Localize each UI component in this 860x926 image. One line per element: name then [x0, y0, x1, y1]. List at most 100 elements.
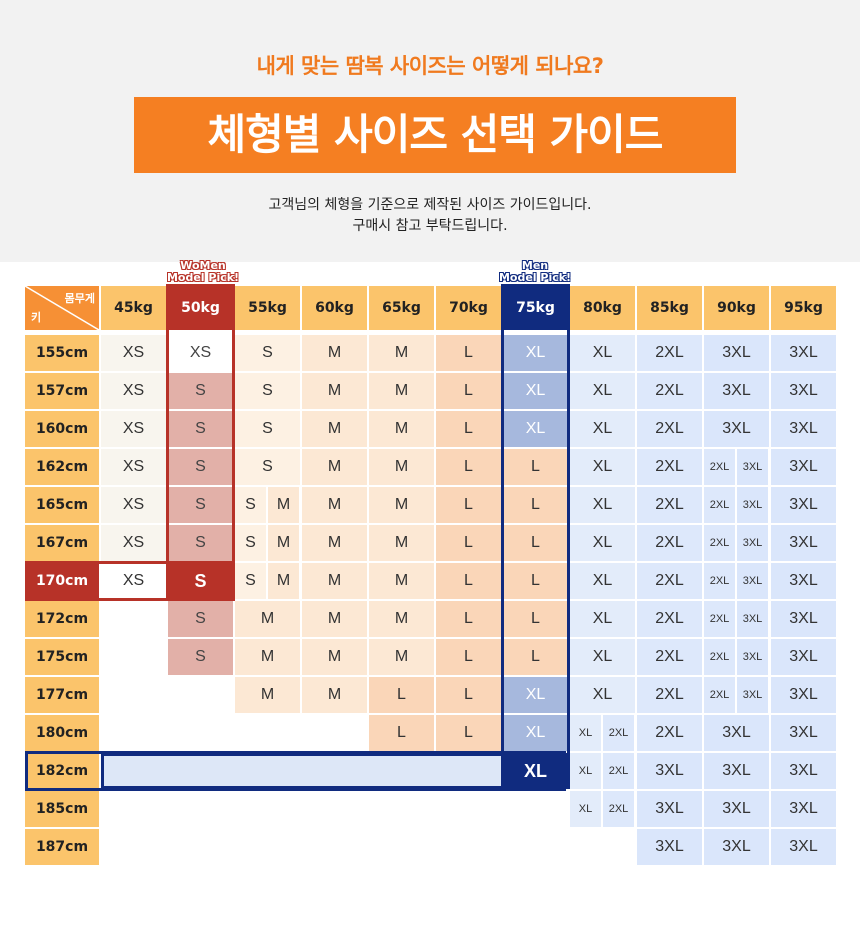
size-cell: L	[369, 677, 434, 713]
size-cell: S	[168, 601, 233, 637]
size-cell-split: 2XL	[704, 677, 735, 713]
height-row-header: 165cm	[25, 487, 99, 523]
size-cell-split: S	[235, 525, 266, 561]
size-cell-split: 2XL	[704, 487, 735, 523]
size-cell: 3XL	[704, 715, 769, 751]
size-cell: 2XL	[637, 525, 702, 561]
size-cell: L	[503, 487, 568, 523]
size-cell: XL	[570, 677, 635, 713]
size-cell: L	[436, 601, 501, 637]
size-cell: S	[168, 411, 233, 447]
size-cell: 3XL	[637, 829, 702, 865]
size-cell: M	[302, 677, 367, 713]
size-cell: XL	[503, 715, 568, 751]
size-cell: 3XL	[771, 525, 836, 561]
weight-header-1: 50kg	[168, 286, 233, 330]
size-cell: M	[302, 601, 367, 637]
size-cell: 3XL	[771, 715, 836, 751]
size-cell: 2XL	[637, 601, 702, 637]
size-cell-split: 3XL	[737, 601, 768, 637]
size-cell: S	[168, 525, 233, 561]
title-banner: 체형별 사이즈 선택 가이드	[134, 97, 736, 173]
size-cell-split: M	[268, 487, 299, 523]
size-cell: 3XL	[637, 753, 702, 789]
size-cell: XL	[503, 335, 568, 371]
height-row-header: 180cm	[25, 715, 99, 751]
size-cell: L	[503, 601, 568, 637]
weight-header-0: 45kg	[101, 286, 166, 330]
size-cell: M	[302, 335, 367, 371]
size-cell: S	[168, 639, 233, 675]
size-cell-split: S	[235, 563, 266, 599]
size-cell: 3XL	[771, 677, 836, 713]
size-cell-split: 2XL	[704, 639, 735, 675]
size-cell: 3XL	[704, 791, 769, 827]
size-cell: XS	[101, 563, 166, 599]
size-cell: 3XL	[771, 373, 836, 409]
size-cell-split: 3XL	[737, 563, 768, 599]
size-cell: S	[235, 373, 300, 409]
height-row-header: 177cm	[25, 677, 99, 713]
size-cell: L	[503, 449, 568, 485]
size-cell: L	[436, 335, 501, 371]
size-cell: L	[503, 563, 568, 599]
size-cell: L	[436, 563, 501, 599]
size-cell: M	[369, 335, 434, 371]
size-cell: XL	[570, 601, 635, 637]
size-cell: 2XL	[637, 487, 702, 523]
size-cell: 3XL	[771, 563, 836, 599]
size-cell: XS	[101, 335, 166, 371]
size-cell: S	[235, 449, 300, 485]
size-cell: 3XL	[704, 335, 769, 371]
height-row-header: 187cm	[25, 829, 99, 865]
size-cell: XL	[570, 373, 635, 409]
height-row-header: 182cm	[25, 753, 99, 789]
size-cell: M	[369, 601, 434, 637]
size-cell: XL	[503, 677, 568, 713]
size-cell: 2XL	[637, 715, 702, 751]
height-axis-label: 키	[31, 311, 42, 324]
size-cell: M	[369, 563, 434, 599]
height-row-header: 172cm	[25, 601, 99, 637]
size-cell: S	[168, 449, 233, 485]
size-cell-split: 2XL	[603, 715, 634, 751]
size-cell-split: 2XL	[704, 601, 735, 637]
size-cell: L	[436, 411, 501, 447]
height-row-header: 175cm	[25, 639, 99, 675]
size-cell: 3XL	[704, 829, 769, 865]
size-cell: M	[369, 449, 434, 485]
size-cell: XL	[570, 449, 635, 485]
size-cell: 3XL	[704, 411, 769, 447]
women-pick-line-2: Model Pick!	[166, 271, 240, 284]
size-cell: XL	[503, 753, 568, 789]
size-cell-split: 3XL	[737, 677, 768, 713]
size-cell: XL	[570, 525, 635, 561]
size-cell: L	[436, 525, 501, 561]
size-cell: M	[235, 601, 300, 637]
table-corner: 몸무게 키	[25, 286, 99, 330]
size-cell: 3XL	[704, 373, 769, 409]
size-cell-split: 3XL	[737, 639, 768, 675]
height-row-header: 155cm	[25, 335, 99, 371]
size-cell: M	[302, 411, 367, 447]
page-title: 체형별 사이즈 선택 가이드	[207, 110, 664, 159]
row-182-highlight	[101, 753, 501, 789]
size-cell: 3XL	[704, 753, 769, 789]
size-cell: 3XL	[771, 829, 836, 865]
size-cell: XS	[101, 373, 166, 409]
women-pick-line-1: WoMen	[180, 259, 226, 272]
size-cell: L	[436, 677, 501, 713]
page-subtitle: 내게 맞는 땀복 사이즈는 어떻게 되나요?	[256, 54, 604, 78]
size-cell: 2XL	[637, 639, 702, 675]
size-cell: L	[436, 715, 501, 751]
size-cell: M	[369, 639, 434, 675]
size-cell-split: 2XL	[704, 449, 735, 485]
size-cell: L	[436, 487, 501, 523]
size-cell: M	[302, 563, 367, 599]
header-section: 내게 맞는 땀복 사이즈는 어떻게 되나요? 체형별 사이즈 선택 가이드 고객…	[0, 0, 860, 262]
size-cell: 3XL	[637, 791, 702, 827]
size-cell: S	[168, 487, 233, 523]
size-cell: L	[436, 449, 501, 485]
size-cell: L	[503, 525, 568, 561]
